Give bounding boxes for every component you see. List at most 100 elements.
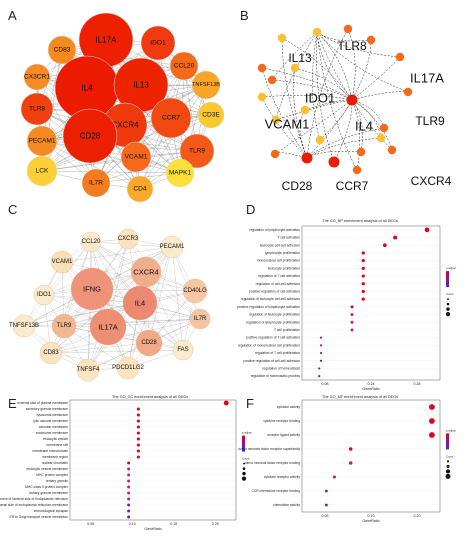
- plot-frame-f: [301, 399, 441, 513]
- term-label-e-19: ER to Golgi transport vesicle membrane: [10, 515, 69, 519]
- node-a-cd83: CD83: [47, 35, 77, 65]
- legend-colorbar-e: [242, 435, 245, 452]
- term-label-f-1: cytokine receptor binding: [263, 419, 300, 423]
- edge-b-3-0: [351, 39, 372, 101]
- node-c-cd40lg: CD40LG: [182, 278, 208, 304]
- x-tick-d-0: 0.08: [322, 382, 329, 386]
- data-point-e-7: [136, 443, 140, 447]
- node-b-16: [301, 152, 313, 164]
- legend-count-dot-f-2: [445, 469, 451, 474]
- panel-e-go-cc-dotplot: E The GO_CC enrichment analysis of all D…: [0, 395, 252, 531]
- node-c-label-cxcr4: CXCR4: [133, 268, 158, 277]
- term-label-d-10: positive regulation of lymphocyte activa…: [237, 305, 300, 309]
- node-a-label-il7r: IL7R: [89, 180, 103, 187]
- term-label-d-7: regulation of cell-cell adhesion: [256, 282, 301, 286]
- node-c-label-ccl20: CCL20: [82, 239, 101, 245]
- data-point-d-8: [361, 289, 365, 294]
- node-b-11: [271, 115, 281, 125]
- term-label-d-17: positive regulation of cell-cell adhesio…: [244, 359, 301, 363]
- legend-count-title-e: Count: [242, 457, 250, 461]
- edge-b-11-0: [275, 99, 353, 121]
- data-point-e-14: [127, 485, 131, 489]
- term-label-f-4: tumor necrosis factor receptor binding: [245, 461, 301, 465]
- edge-b-15-0: [351, 99, 393, 151]
- node-a-label-ccl20: CCL20: [174, 63, 195, 70]
- data-point-f-1: [428, 418, 435, 424]
- node-c-circle-cd40lg: [182, 278, 208, 304]
- legend-count-dot-e-1: [242, 467, 246, 470]
- node-c-cd28: CD28: [135, 329, 163, 357]
- node-c-label-vcam1: VCAM1: [52, 259, 73, 265]
- panel-letter-d: D: [246, 202, 255, 217]
- node-c-il17a: IL17A: [89, 308, 127, 346]
- plot-frame-e: [69, 399, 237, 521]
- node-c-label-il7r: IL7R: [194, 316, 207, 322]
- node-a-il13: IL13: [113, 57, 169, 113]
- edge-b-9-1: [316, 31, 353, 101]
- edge-c-il7r-cd83: [50, 318, 201, 354]
- node-c-label-pecam1: PECAM1: [160, 244, 185, 250]
- node-c-circle-cd28: [135, 329, 163, 357]
- legend-count-title-f: Count: [446, 454, 454, 458]
- legend-count-dot-e-3: [241, 476, 247, 481]
- term-label-d-6: regulation of T cell activation: [258, 274, 300, 278]
- node-c-circle-tlr9: [51, 313, 77, 339]
- node-a-label-mapk1: MAPK1: [169, 170, 192, 177]
- edge-c-il7r-tlr9: [63, 318, 201, 327]
- legend-colorbar-f: [446, 433, 449, 450]
- x-tick-f-1: 0.10: [368, 514, 375, 518]
- edge-b-6-0: [261, 95, 353, 101]
- term-label-e-13: tertiary granule: [46, 479, 68, 483]
- node-c-label-il17a: IL17A: [98, 323, 118, 332]
- node-a-label-tlr9: TLR9: [189, 148, 205, 155]
- edge-a-tnfsf13b-il7r: [95, 84, 207, 184]
- data-point-e-15: [127, 491, 131, 495]
- node-c-label-ifng: IFNG: [83, 285, 101, 294]
- node-a-mapk1: MAPK1: [165, 158, 195, 188]
- term-label-f-2: receptor ligand activity: [267, 433, 300, 437]
- node-c-circle-cxcr3: [117, 228, 139, 250]
- data-point-e-1: [136, 407, 140, 411]
- edge-b-5-0: [351, 56, 401, 101]
- node-c-circle-vcam1: [50, 250, 74, 274]
- node-c-circle-ccl20: [80, 231, 102, 253]
- node-c-label-tlr9: TLR9: [57, 323, 72, 329]
- edge-c-pecam1-vcam1: [61, 246, 173, 263]
- node-c-tnfsf4: TNFSF4: [77, 358, 100, 382]
- node-c-circle-ifng: [70, 267, 114, 311]
- node-b-label-tlr8: TLR8: [337, 39, 367, 53]
- data-point-d-15: [319, 344, 323, 347]
- node-b-12: [379, 123, 389, 133]
- node-c-label-tnfsf4: TNFSF4: [77, 367, 100, 373]
- data-point-d-2: [382, 243, 387, 248]
- node-a-label-cd3e: CD3E: [202, 112, 220, 119]
- panel-a-ppi-network: A IL17A IDO1 CD83 CCL20 CX3CR1 IL4 IL13 TNFSF13…: [8, 8, 225, 203]
- term-label-d-11: regulation of leukocyte proliferation: [249, 313, 300, 317]
- node-b-20: [376, 133, 386, 143]
- legend-count-dot-d-3: [445, 312, 451, 317]
- panel-d-title: The GO_BP enrichment analysis of all DEG…: [322, 219, 398, 223]
- term-label-d-9: regulation of leukocyte cell-cell adhesi…: [241, 297, 300, 301]
- x-tick-f-0: 0.05: [322, 514, 329, 518]
- node-a-circle-mapk1: [165, 158, 195, 188]
- data-point-d-12: [350, 320, 354, 324]
- node-a-cd4: CD4: [126, 175, 154, 203]
- panel-a-nodes: IL17A IDO1 CD83 CCL20 CX3CR1 IL4 IL13 TNFSF13B T…: [20, 12, 225, 203]
- legend-count-title-d: Count: [446, 292, 454, 296]
- term-label-d-12: regulation of lymphocyte proliferation: [246, 320, 300, 324]
- edge-a-tlr9-lck: [41, 150, 198, 172]
- node-b-1: [312, 27, 322, 37]
- term-label-e-9: membrane region: [42, 455, 68, 459]
- node-c-label-cd40lg: CD40LG: [183, 288, 207, 294]
- node-a-circle-tlr8: [20, 92, 54, 126]
- data-point-e-2: [136, 413, 140, 417]
- term-label-d-18: regulation of homeostasis: [262, 366, 300, 370]
- node-a-tlr8: TLR8: [20, 92, 54, 126]
- term-label-e-8: membrane microdomain: [32, 449, 68, 453]
- data-point-f-6: [324, 489, 328, 493]
- node-c-label-ido1: IDO1: [37, 292, 52, 298]
- term-label-e-2: lysosomal membrane: [37, 413, 68, 417]
- edge-b-0-2: [281, 37, 308, 159]
- edge-c-il4-tnfsf13b: [23, 302, 141, 327]
- data-point-e-0: [223, 400, 229, 406]
